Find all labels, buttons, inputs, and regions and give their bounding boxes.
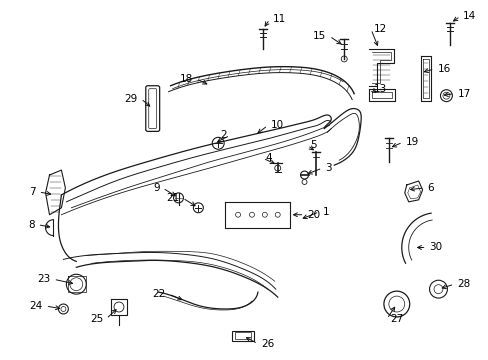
Text: 11: 11 xyxy=(272,14,285,24)
Text: 23: 23 xyxy=(37,274,50,284)
Text: 19: 19 xyxy=(405,137,418,147)
Text: 8: 8 xyxy=(28,220,35,230)
Text: 12: 12 xyxy=(373,24,386,34)
Text: 20: 20 xyxy=(307,210,320,220)
Text: 3: 3 xyxy=(325,163,331,173)
Text: 24: 24 xyxy=(29,301,42,311)
Bar xyxy=(232,331,253,341)
Text: 17: 17 xyxy=(456,89,469,99)
Text: 18: 18 xyxy=(180,74,193,84)
Text: 10: 10 xyxy=(270,121,284,130)
Text: 28: 28 xyxy=(456,279,469,289)
Text: 25: 25 xyxy=(90,314,103,324)
Text: 30: 30 xyxy=(428,243,442,252)
Bar xyxy=(235,332,250,339)
Text: 26: 26 xyxy=(260,339,274,349)
Text: 9: 9 xyxy=(153,183,160,193)
Text: 1: 1 xyxy=(322,207,328,217)
Text: 22: 22 xyxy=(152,289,165,299)
Text: 6: 6 xyxy=(427,183,433,193)
Text: 27: 27 xyxy=(389,314,402,324)
Text: 5: 5 xyxy=(310,140,316,150)
Text: 14: 14 xyxy=(462,11,476,21)
Text: 16: 16 xyxy=(437,64,450,74)
Text: 21: 21 xyxy=(166,193,179,203)
Text: 2: 2 xyxy=(220,130,226,140)
Text: 4: 4 xyxy=(265,153,272,163)
Text: 15: 15 xyxy=(312,31,325,41)
Text: 7: 7 xyxy=(29,187,36,197)
Text: 13: 13 xyxy=(373,84,386,94)
Text: 29: 29 xyxy=(124,94,138,104)
